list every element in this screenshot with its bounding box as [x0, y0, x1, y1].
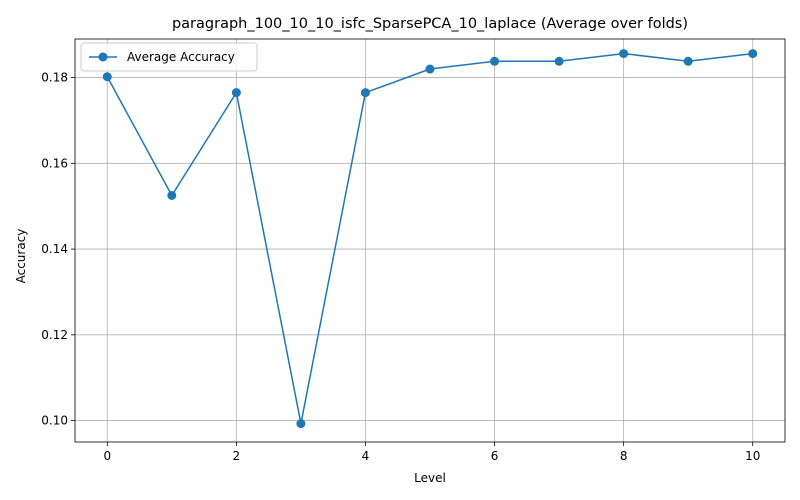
legend-entry-average-accuracy: Average Accuracy [127, 50, 235, 64]
series-layer [102, 49, 758, 429]
chart-title: paragraph_100_10_10_isfc_SparsePCA_10_la… [172, 16, 688, 32]
y-tick-label: 0.14 [41, 242, 68, 256]
axis-ticks: 0 2 4 6 8 10 0.10 0.12 0.14 0.16 0.18 [41, 71, 760, 463]
data-point [296, 419, 306, 429]
legend-box [80, 42, 258, 72]
x-tick-label: 4 [362, 449, 370, 463]
x-axis-label: Level [414, 471, 446, 485]
data-point [619, 49, 629, 59]
data-point [683, 56, 693, 66]
data-point [748, 49, 758, 59]
data-point [167, 190, 177, 200]
y-tick-label: 0.12 [41, 328, 68, 342]
data-point [231, 88, 241, 98]
data-point [425, 64, 435, 74]
y-tick-label: 0.18 [41, 71, 68, 85]
data-point [554, 56, 564, 66]
data-point [102, 72, 112, 82]
y-tick-label: 0.16 [41, 156, 68, 170]
x-tick-label: 0 [103, 449, 111, 463]
y-axis-label: Accuracy [14, 229, 28, 284]
x-tick-label: 6 [491, 449, 499, 463]
x-tick-label: 10 [745, 449, 760, 463]
plot-area-frame [74, 38, 786, 443]
data-point [360, 88, 370, 98]
grid [75, 39, 785, 442]
legend-marker-swatch [98, 52, 108, 62]
data-point [490, 56, 500, 66]
y-tick-label: 0.10 [41, 414, 68, 428]
legend: Average Accuracy [80, 42, 258, 72]
x-tick-label: 2 [233, 449, 241, 463]
x-tick-label: 8 [620, 449, 628, 463]
